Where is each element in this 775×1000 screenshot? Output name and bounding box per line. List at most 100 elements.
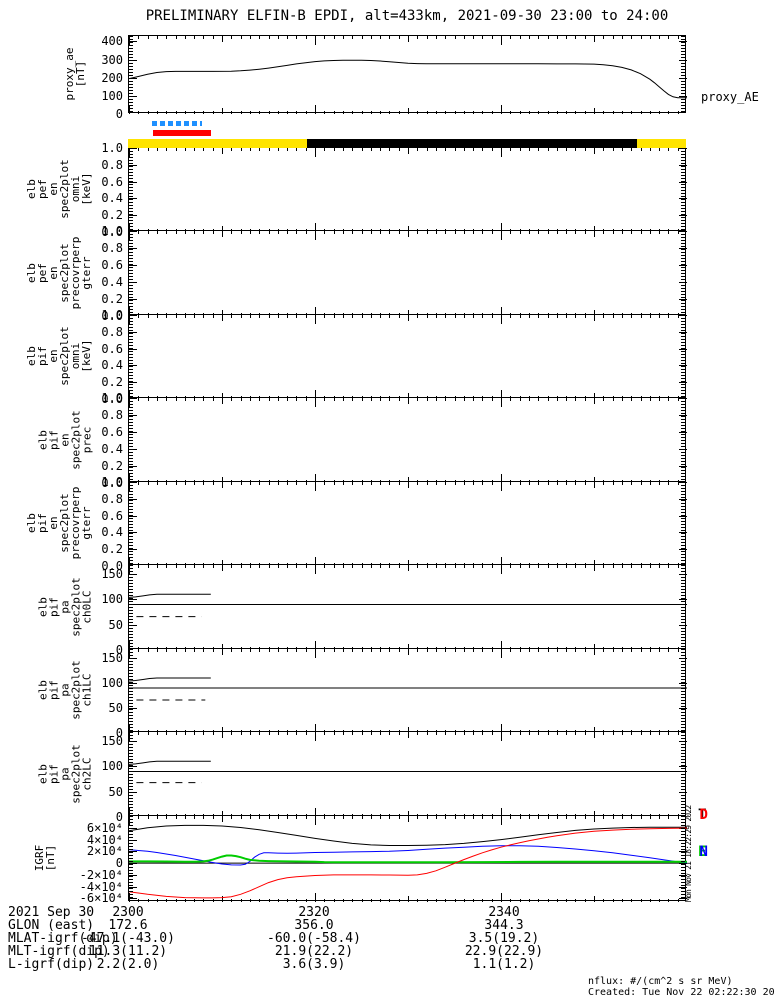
panel-elb_pef_en_spec2plot_precovrperp_gterr: 0.0 0.2 0.4 0.6 0.8 1.0 xyxy=(101,225,687,322)
panel-ylabel-elb_pef_en_spec2plot_omni: elb pef en spec2plot omni [keV] xyxy=(25,159,93,219)
footer-value: 172.6 xyxy=(108,918,148,933)
footer-value: 356.0 xyxy=(294,918,334,933)
ytick-label: 300 xyxy=(101,52,123,67)
footer-value: 22.9(22.9) xyxy=(464,944,544,959)
panel-ylabel-elb_pef_en_spec2plot_precovrperp_gterr: elb pef en spec2plot precovrperp gterr xyxy=(25,236,93,309)
panel-plot-igrf xyxy=(129,816,687,902)
footer-value: 3.6(3.9) xyxy=(282,957,346,972)
y-minor-ticks-right xyxy=(681,231,685,314)
y-minor-ticks-right xyxy=(681,398,685,481)
panel-ylabel-elb_pif_en_spec2plot_precovrperp_gterr: elb pif en spec2plot precovrperp gterr xyxy=(25,486,93,560)
panel-ylabel-elb_pif_pa_spec2plot_ch2LC: elb pif pa spec2plot ch2LC xyxy=(36,743,93,804)
ytick-label: 0.6 xyxy=(101,174,123,189)
series-proxy_AE xyxy=(129,59,687,99)
y-minor-ticks-left xyxy=(129,482,133,564)
ytick-label: 100 xyxy=(101,591,123,606)
ytick-label: 0 xyxy=(115,809,123,824)
ytick-label: 0.6 xyxy=(101,508,123,523)
y-minor-ticks-left xyxy=(129,732,133,815)
y-minor-ticks-left xyxy=(129,148,133,230)
panel-plot-proxy_ae xyxy=(129,36,687,114)
ytick-label: 100 xyxy=(101,675,123,690)
ytick-label: 0.0 xyxy=(101,558,123,573)
y-minor-ticks-left xyxy=(129,816,133,900)
ytick-label: 0.2 xyxy=(101,291,123,306)
ytick-label: 1.0 xyxy=(101,140,123,155)
epoch-bar-yellow-left xyxy=(128,139,307,148)
ytick-label: 1.0 xyxy=(101,307,123,322)
panel-elb_pif_en_spec2plot_prec: 0.0 0.2 0.4 0.6 0.8 1.0 xyxy=(101,392,687,489)
panel-proxy_ae: 0 100 200 300 400 xyxy=(101,35,687,120)
ytick-label: 0.8 xyxy=(101,324,123,339)
ytick-label: 400 xyxy=(101,33,123,48)
footer-value: 1.1(1.2) xyxy=(472,957,536,972)
panel-plot-elb_pef_en_spec2plot_omni xyxy=(129,148,687,232)
series-igrf-N-north xyxy=(129,845,687,866)
panel-elb_pif_pa_spec2plot_ch2LC: 0 50 100 150 xyxy=(101,731,687,823)
footer-value: 3.5(19.2) xyxy=(468,931,540,946)
ytick-label: -2×10⁴ xyxy=(79,867,123,882)
panel-plot-elb_pif_pa_spec2plot_ch2LC xyxy=(129,732,687,817)
panel-elb_pef_en_spec2plot_omni: 0.0 0.2 0.4 0.6 0.8 1.0 xyxy=(101,142,687,238)
ytick-label: 0 xyxy=(115,642,123,657)
ytick-label: 0.0 xyxy=(101,391,123,406)
series-ch0LC-losscone xyxy=(129,593,211,598)
footer-value: 2300 xyxy=(112,905,144,920)
footer-value: -47.1(-43.0) xyxy=(81,931,175,946)
ytick-label: 0.8 xyxy=(101,491,123,506)
panel-elb_pif_en_spec2plot_precovrperp_gterr: 0.0 0.2 0.4 0.6 0.8 1.0 xyxy=(101,476,687,572)
ytick-label: 50 xyxy=(108,700,123,715)
y-minor-ticks-right xyxy=(681,315,685,397)
panel-igrf: 6×10⁴ 4×10⁴ 2×10⁴ 0 -2×10⁴ -4×10⁴ -6×10⁴ xyxy=(80,815,687,904)
y-minor-ticks-left xyxy=(129,649,133,731)
y-minor-ticks-left xyxy=(129,565,133,648)
footer-row-label: MLAT-igrf(dip) xyxy=(8,931,118,946)
ytick-label: 150 xyxy=(101,650,123,665)
panel-ylabel-elb_pif_en_spec2plot_prec: elb pif en spec2plot prec xyxy=(36,409,93,470)
ytick-label: 50 xyxy=(108,617,123,632)
legend-letter-T: T xyxy=(698,807,707,823)
ytick-label: 0.4 xyxy=(101,357,123,372)
panel-elb_pif_pa_spec2plot_ch0LC: 0 50 100 150 xyxy=(101,564,687,656)
panel-plot-elb_pef_en_spec2plot_precovrperp_gterr xyxy=(129,231,687,316)
nflux-units-note: nflux: #/(cm^2 s sr MeV) xyxy=(588,976,733,987)
y-minor-ticks-right xyxy=(681,36,685,112)
ytick-label: 0.0 xyxy=(101,308,123,323)
ytick-label: 0.0 xyxy=(101,475,123,490)
footer-value: 344.3 xyxy=(484,918,524,933)
ytick-label: -6×10⁴ xyxy=(79,890,123,905)
ytick-label: -4×10⁴ xyxy=(79,879,123,894)
footer-value: 2340 xyxy=(488,905,520,920)
panel-ylabel-elb_pif_pa_spec2plot_ch1LC: elb pif pa spec2plot ch1LC xyxy=(36,660,93,720)
y-minor-ticks-right xyxy=(681,148,685,230)
y-minor-ticks-right xyxy=(681,732,685,815)
ytick-label: 1.0 xyxy=(101,474,123,489)
series-ch2LC-losscone xyxy=(129,760,211,765)
ytick-label: 0.4 xyxy=(101,524,123,539)
y-minor-ticks-left xyxy=(129,36,133,112)
panel-elb_pif_pa_spec2plot_ch1LC: 0 50 100 150 xyxy=(101,648,687,739)
blue-dashed-interval-bar xyxy=(152,121,202,126)
series-igrf-D-down xyxy=(129,827,687,899)
ytick-label: 0.8 xyxy=(101,407,123,422)
red-interval-bar xyxy=(153,130,211,136)
y-minor-ticks-right xyxy=(681,649,685,731)
ytick-label: 150 xyxy=(101,733,123,748)
y-minor-ticks-right xyxy=(681,482,685,564)
ytick-label: 0.2 xyxy=(101,541,123,556)
y-minor-ticks-right xyxy=(681,816,685,900)
ytick-label: 200 xyxy=(101,70,123,85)
ytick-label: 0.2 xyxy=(101,207,123,222)
ytick-label: 0 xyxy=(115,725,123,740)
panel-plot-elb_pif_en_spec2plot_omni xyxy=(129,315,687,399)
ytick-label: 0 xyxy=(115,106,123,121)
ytick-label: 4×10⁴ xyxy=(86,832,123,847)
series-igrf-E-east xyxy=(129,854,687,864)
ytick-label: 100 xyxy=(101,88,123,103)
ytick-label: 1.0 xyxy=(101,223,123,238)
y-minor-ticks-left xyxy=(129,315,133,397)
ytick-label: 50 xyxy=(108,784,123,799)
